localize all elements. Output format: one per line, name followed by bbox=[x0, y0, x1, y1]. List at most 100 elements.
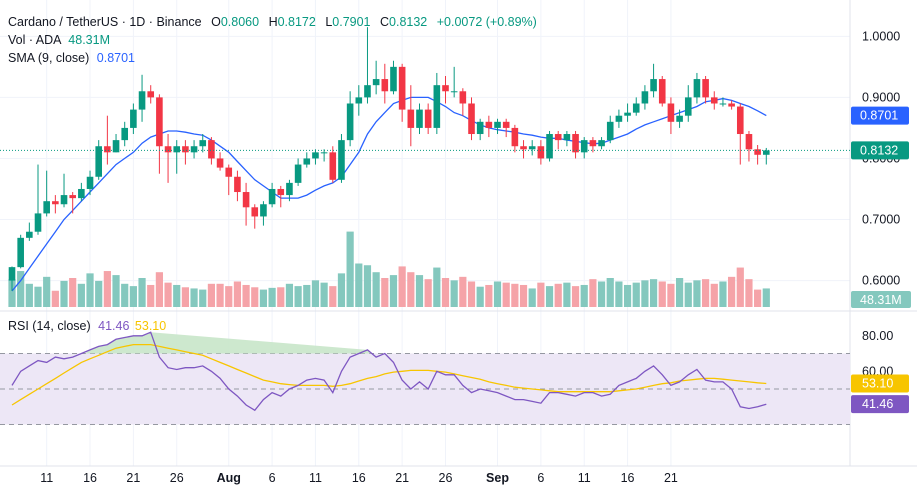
candle[interactable] bbox=[442, 76, 449, 104]
price-tick-label: 0.9000 bbox=[862, 90, 900, 104]
candle[interactable] bbox=[615, 109, 623, 128]
candle[interactable] bbox=[364, 27, 371, 104]
candle[interactable] bbox=[546, 130, 553, 162]
candle[interactable] bbox=[43, 170, 50, 217]
volume-legend[interactable]: Vol · ADA 48.31M bbox=[8, 32, 110, 48]
candle[interactable] bbox=[104, 115, 111, 165]
price-axis[interactable]: 1.00000.90000.80000.70000.600048.31M0.87… bbox=[851, 29, 911, 308]
candle[interactable] bbox=[242, 182, 250, 226]
candle[interactable] bbox=[190, 140, 198, 159]
candle[interactable] bbox=[390, 60, 397, 95]
candle[interactable] bbox=[580, 137, 588, 159]
candle[interactable] bbox=[563, 130, 571, 147]
candle[interactable] bbox=[329, 146, 337, 183]
candle[interactable] bbox=[346, 91, 354, 147]
candle[interactable] bbox=[234, 170, 241, 202]
candle[interactable] bbox=[528, 140, 536, 156]
candle[interactable] bbox=[52, 195, 59, 214]
candle[interactable] bbox=[277, 185, 285, 208]
candle[interactable] bbox=[658, 76, 666, 107]
candle[interactable] bbox=[286, 179, 293, 202]
candle[interactable] bbox=[485, 115, 493, 138]
candle[interactable] bbox=[468, 97, 475, 141]
candle-body bbox=[450, 91, 458, 93]
candle[interactable] bbox=[130, 103, 137, 135]
candle[interactable] bbox=[26, 222, 33, 241]
candle[interactable] bbox=[208, 137, 215, 165]
candle[interactable] bbox=[736, 103, 744, 165]
candle[interactable] bbox=[433, 72, 441, 135]
candle[interactable] bbox=[251, 204, 259, 229]
symbol-title[interactable]: Cardano / TetherUS · 1D · Binance bbox=[8, 15, 202, 29]
candle[interactable] bbox=[225, 164, 233, 196]
candle[interactable] bbox=[182, 140, 189, 165]
candle[interactable] bbox=[650, 63, 657, 98]
candle[interactable] bbox=[572, 130, 579, 159]
candle[interactable] bbox=[450, 66, 458, 98]
candle[interactable] bbox=[112, 134, 120, 153]
candle[interactable] bbox=[502, 118, 510, 138]
candle[interactable] bbox=[537, 140, 545, 165]
candle[interactable] bbox=[589, 137, 597, 153]
candle[interactable] bbox=[416, 103, 423, 135]
candle[interactable] bbox=[173, 140, 181, 174]
candle[interactable] bbox=[693, 72, 701, 104]
candle[interactable] bbox=[745, 130, 753, 162]
candle[interactable] bbox=[60, 173, 68, 208]
candle[interactable] bbox=[312, 149, 319, 165]
candle[interactable] bbox=[398, 63, 406, 122]
candle[interactable] bbox=[164, 134, 172, 183]
candle[interactable] bbox=[676, 109, 683, 128]
candle[interactable] bbox=[138, 74, 146, 122]
sma-legend[interactable]: SMA (9, close) 0.8701 bbox=[8, 50, 135, 66]
candle[interactable] bbox=[459, 88, 467, 116]
candle[interactable] bbox=[260, 201, 267, 226]
candle[interactable] bbox=[121, 121, 129, 147]
candle[interactable] bbox=[728, 100, 735, 110]
candle[interactable] bbox=[554, 130, 562, 150]
candle[interactable] bbox=[641, 85, 649, 110]
candle[interactable] bbox=[338, 134, 345, 183]
candle[interactable] bbox=[381, 63, 389, 104]
candle[interactable] bbox=[147, 85, 155, 104]
candle[interactable] bbox=[17, 234, 24, 269]
sma-layer bbox=[11, 96, 767, 292]
candle[interactable] bbox=[667, 97, 675, 135]
candle[interactable] bbox=[216, 152, 224, 171]
candle[interactable] bbox=[632, 97, 640, 116]
candle[interactable] bbox=[684, 85, 692, 122]
candle[interactable] bbox=[95, 140, 102, 180]
candle[interactable] bbox=[294, 158, 302, 186]
candle[interactable] bbox=[8, 266, 16, 291]
time-axis[interactable]: 11 16 21 26 Aug 6 11 16 21 26 Sep 6 11 16 21 bbox=[0, 465, 917, 485]
candle[interactable] bbox=[355, 85, 363, 116]
candle[interactable] bbox=[520, 140, 527, 159]
candle[interactable] bbox=[624, 103, 631, 122]
candle[interactable] bbox=[86, 170, 94, 196]
candle[interactable] bbox=[69, 192, 76, 214]
candle[interactable] bbox=[710, 91, 718, 110]
candle[interactable] bbox=[268, 182, 276, 208]
rsi-legend[interactable]: RSI (14, close) 41.46 53.10 bbox=[8, 318, 166, 334]
candle-layer[interactable] bbox=[0, 27, 850, 291]
candle[interactable] bbox=[34, 164, 42, 235]
candle[interactable] bbox=[407, 85, 415, 147]
candle[interactable] bbox=[199, 134, 207, 153]
candle[interactable] bbox=[303, 152, 311, 168]
candle[interactable] bbox=[754, 145, 761, 165]
candle[interactable] bbox=[320, 149, 328, 162]
candle[interactable] bbox=[476, 118, 484, 141]
candle[interactable] bbox=[494, 118, 501, 135]
candle[interactable] bbox=[424, 103, 432, 135]
candle[interactable] bbox=[762, 147, 770, 165]
candle[interactable] bbox=[598, 137, 605, 150]
candle[interactable] bbox=[156, 94, 163, 174]
candle[interactable] bbox=[78, 182, 85, 202]
candle[interactable] bbox=[702, 76, 709, 104]
candle[interactable] bbox=[719, 97, 727, 107]
candle[interactable] bbox=[372, 60, 380, 95]
candle[interactable] bbox=[606, 115, 614, 144]
candle[interactable] bbox=[511, 124, 519, 153]
